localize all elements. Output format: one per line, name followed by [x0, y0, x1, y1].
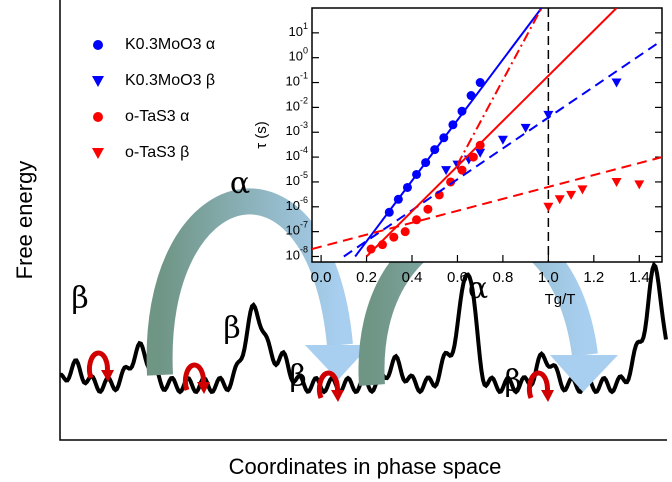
- data-point: [520, 123, 531, 133]
- arrow-head: [541, 390, 554, 402]
- inset-chart: τ (s) Tg/T 10-8 10-7 10-6 10-5 10-4 10-3 10-2 1…: [253, 7, 663, 308]
- x-tick-label: 0.4: [402, 269, 423, 286]
- legend-marker: [93, 40, 103, 50]
- data-point: [457, 165, 467, 175]
- y-tick-label: 10-3: [286, 121, 308, 139]
- legend-label: K0.3MoO3 β: [125, 72, 215, 89]
- beta-arrow: [182, 362, 206, 391]
- fit-line: [354, 8, 543, 258]
- alpha-arrow: [146, 188, 353, 376]
- fit-line: [456, 8, 543, 166]
- data-point: [497, 135, 508, 145]
- data-point: [543, 202, 554, 212]
- y-tick-label: 100: [289, 46, 308, 64]
- data-point: [468, 152, 478, 162]
- data-point: [475, 78, 485, 88]
- fit-line: [343, 39, 662, 258]
- data-point: [400, 227, 410, 237]
- beta-arrows: [86, 350, 554, 402]
- x-axis-label: Coordinates in phase space: [229, 454, 502, 479]
- data-point: [634, 180, 645, 190]
- beta-label: β: [504, 364, 521, 399]
- data-point: [554, 195, 565, 205]
- beta-label: β: [71, 281, 88, 316]
- data-point: [441, 166, 452, 176]
- data-point: [366, 244, 376, 254]
- arrow-head: [197, 382, 210, 394]
- beta-label: β: [223, 311, 240, 346]
- beta-label: β: [289, 359, 306, 394]
- legend-label: K0.3MoO3 α: [125, 36, 215, 53]
- beta-arrow: [526, 370, 550, 399]
- y-tick-label: 10-6: [286, 195, 308, 213]
- data-point: [566, 190, 577, 200]
- fit-line: [312, 156, 662, 250]
- x-tick-label: 1.4: [629, 269, 650, 286]
- arrow-head: [101, 370, 114, 382]
- y-tick-label: 101: [289, 21, 308, 39]
- alpha-label: α: [230, 166, 250, 201]
- x-tick-label: 1.2: [583, 269, 604, 286]
- data-point: [611, 78, 622, 88]
- legend-marker: [93, 112, 103, 122]
- data-point: [611, 177, 622, 187]
- beta-arrow: [86, 350, 110, 379]
- y-tick-label: 10-4: [286, 145, 308, 163]
- inset-x-label: Tg/T: [545, 291, 576, 308]
- alpha-label: α: [468, 271, 488, 306]
- x-tick-label: 0.6: [447, 269, 468, 286]
- y-tick-label: 10-7: [286, 220, 308, 238]
- x-tick-label: 0.8: [492, 269, 513, 286]
- x-tick-label: 0.0: [311, 269, 332, 286]
- data-point: [543, 110, 554, 120]
- arrow-head: [550, 355, 618, 392]
- y-tick-label: 10-5: [286, 170, 308, 188]
- legend-label: o-TaS3 β: [125, 144, 189, 161]
- data-point: [475, 140, 485, 150]
- inset-y-label: τ (s): [253, 121, 270, 149]
- x-tick-label: 1.0: [538, 269, 559, 286]
- legend-marker: [92, 76, 104, 87]
- plot-area: [311, 7, 663, 263]
- data-point: [423, 204, 433, 214]
- y-tick-label: 10-2: [286, 96, 308, 114]
- beta-arrow: [316, 370, 340, 399]
- y-axis-label: Free energy: [12, 161, 37, 280]
- data-point: [446, 177, 456, 187]
- legend-marker: [92, 148, 104, 159]
- arrow-head: [305, 345, 370, 380]
- fit-line: [365, 8, 618, 258]
- y-tick-label: 10-1: [286, 71, 308, 89]
- arrow-head: [331, 390, 344, 402]
- data-point: [389, 232, 399, 242]
- data-point: [475, 148, 486, 158]
- y-tick-label: 10-8: [286, 245, 308, 263]
- data-point: [457, 106, 467, 116]
- data-point: [577, 185, 588, 195]
- x-tick-label: 0.2: [356, 269, 377, 286]
- frame: [59, 0, 667, 441]
- legend-label: o-TaS3 α: [125, 108, 189, 125]
